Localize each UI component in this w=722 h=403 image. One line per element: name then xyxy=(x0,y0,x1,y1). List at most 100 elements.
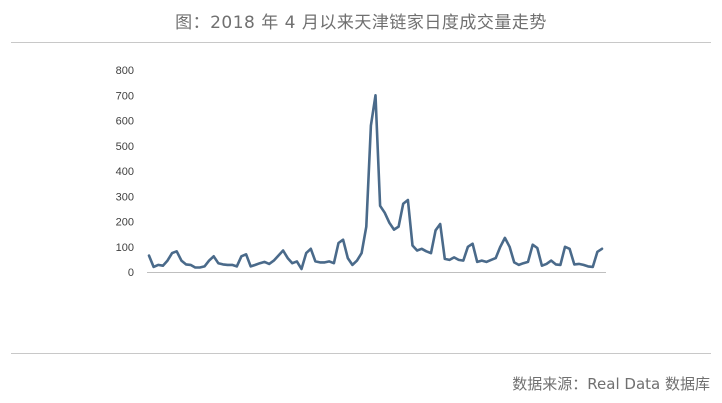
data-point xyxy=(328,260,330,262)
data-point xyxy=(180,259,182,261)
y-tick-label: 500 xyxy=(116,141,134,153)
data-point xyxy=(374,94,376,96)
data-point xyxy=(592,266,594,268)
data-point xyxy=(250,265,252,267)
data-point xyxy=(578,263,580,265)
data-point xyxy=(559,264,561,266)
data-point xyxy=(222,263,224,265)
data-point xyxy=(273,259,275,261)
data-point xyxy=(166,259,168,261)
data-point xyxy=(393,228,395,230)
data-point xyxy=(407,199,409,201)
data-point xyxy=(189,264,191,266)
data-point xyxy=(300,268,302,270)
data-point xyxy=(287,257,289,259)
data-point xyxy=(601,248,603,250)
data-point xyxy=(448,259,450,261)
data-point xyxy=(194,266,196,268)
data-point xyxy=(434,229,436,231)
data-point xyxy=(568,248,570,250)
data-point xyxy=(388,222,390,224)
data-point xyxy=(277,254,279,256)
y-axis: 0 100 200 300 400 500 600 700 800 xyxy=(116,65,134,279)
data-point xyxy=(185,263,187,265)
data-point xyxy=(199,266,201,268)
data-point xyxy=(425,250,427,252)
data-point xyxy=(226,264,228,266)
series-line xyxy=(147,94,604,271)
data-point xyxy=(587,265,589,267)
data-point xyxy=(550,259,552,261)
data-point xyxy=(324,261,326,263)
data-point xyxy=(416,249,418,251)
data-point xyxy=(462,259,464,261)
top-divider xyxy=(11,42,711,43)
y-tick-label: 700 xyxy=(116,90,134,102)
data-point xyxy=(203,265,205,267)
data-point xyxy=(259,262,261,264)
data-point xyxy=(532,244,534,246)
data-point xyxy=(582,264,584,266)
data-point xyxy=(402,203,404,205)
data-point xyxy=(282,249,284,251)
data-point xyxy=(545,263,547,265)
data-point xyxy=(231,264,233,266)
data-point xyxy=(508,246,510,248)
data-point xyxy=(421,248,423,250)
y-tick-label: 800 xyxy=(116,65,134,77)
data-point xyxy=(245,253,247,255)
data-point xyxy=(208,259,210,261)
data-point xyxy=(384,212,386,214)
y-tick-label: 400 xyxy=(116,166,134,178)
data-point xyxy=(471,243,473,245)
data-point xyxy=(296,260,298,262)
data-point xyxy=(213,255,215,257)
data-point xyxy=(351,264,353,266)
data-point xyxy=(596,251,598,253)
data-point xyxy=(564,246,566,248)
data-point xyxy=(148,254,150,256)
data-point xyxy=(379,205,381,207)
data-point xyxy=(240,255,242,257)
data-point xyxy=(310,248,312,250)
data-point xyxy=(536,247,538,249)
data-point xyxy=(430,252,432,254)
data-point xyxy=(541,265,543,267)
data-point xyxy=(236,265,238,267)
data-point xyxy=(365,225,367,227)
data-point xyxy=(522,262,524,264)
data-point xyxy=(268,263,270,265)
data-point xyxy=(337,242,339,244)
data-point xyxy=(411,244,413,246)
data-point xyxy=(573,263,575,265)
data-point xyxy=(254,264,256,266)
data-point xyxy=(333,262,335,264)
data-point xyxy=(397,225,399,227)
data-point xyxy=(490,259,492,261)
data-point xyxy=(476,261,478,263)
source-note: 数据来源：Real Data 数据库 xyxy=(512,375,710,393)
data-point xyxy=(291,262,293,264)
data-point xyxy=(263,261,265,263)
x-axis: 2018/4/12018/4/82018/4/152018/4/222018/4… xyxy=(147,272,606,273)
data-point xyxy=(495,257,497,259)
bottom-divider xyxy=(11,353,711,354)
data-point xyxy=(467,246,469,248)
data-point xyxy=(555,263,557,265)
y-tick-label: 100 xyxy=(116,242,134,254)
data-point xyxy=(360,252,362,254)
data-point xyxy=(513,261,515,263)
data-point xyxy=(370,124,372,126)
data-point xyxy=(453,256,455,258)
y-tick-label: 600 xyxy=(116,116,134,128)
data-point xyxy=(347,257,349,259)
chart-title: 图：2018 年 4 月以来天津链家日度成交量走势 xyxy=(175,13,547,33)
data-point xyxy=(162,265,164,267)
data-point xyxy=(356,259,358,261)
y-tick-label: 300 xyxy=(116,191,134,203)
data-point xyxy=(527,261,529,263)
y-tick-label: 200 xyxy=(116,217,134,229)
data-point xyxy=(499,246,501,248)
plot-area xyxy=(147,94,604,271)
data-point xyxy=(342,239,344,241)
